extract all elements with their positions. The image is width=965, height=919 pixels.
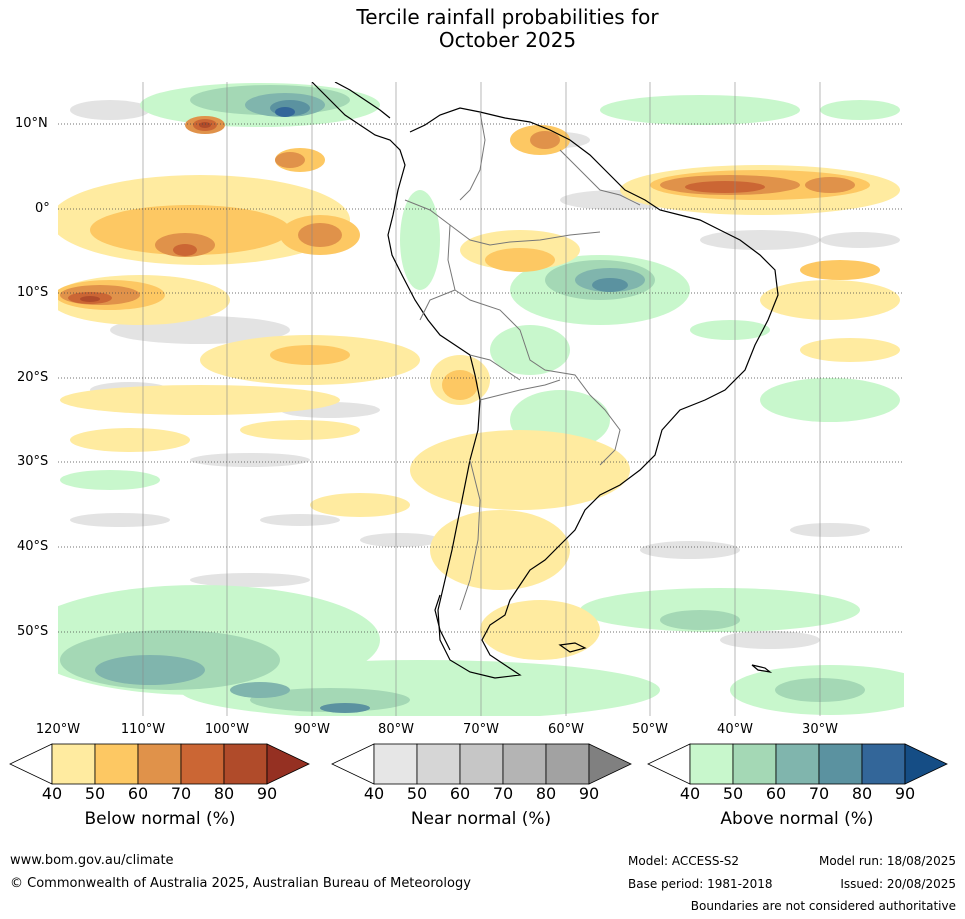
footer-issued: Issued: 20/08/2025	[840, 877, 956, 891]
lon-label-60w: 60°W	[548, 722, 584, 737]
cb-near-tick-90: 90	[578, 784, 600, 803]
footer-model: Model: ACCESS-S2	[628, 854, 740, 868]
colorbar-near-swatch-2	[416, 743, 461, 785]
colorbar-near-normal	[331, 743, 632, 785]
lat-label-30s: 30°S	[17, 454, 49, 469]
cb-above-tick-60: 60	[765, 784, 787, 803]
lon-label-80w: 80°W	[378, 722, 414, 737]
lon-label-30w: 30°W	[802, 722, 838, 737]
colorbar-below-swatch-5	[223, 743, 268, 785]
cb-above-tick-80: 80	[851, 784, 873, 803]
colorbar-above-swatch-3	[775, 743, 820, 785]
lat-label-50s: 50°S	[17, 624, 49, 639]
cb-near-tick-80: 80	[535, 784, 557, 803]
lon-label-90w: 90°W	[294, 722, 330, 737]
cb-below-tick-70: 70	[170, 784, 192, 803]
lon-label-120w: 120°W	[35, 722, 81, 737]
cb-near-tick-50: 50	[406, 784, 428, 803]
colorbar-below-normal	[9, 743, 310, 785]
colorbar-above-swatch-1	[689, 743, 734, 785]
cb-below-tick-50: 50	[84, 784, 106, 803]
colorbar-above-swatch-0	[647, 743, 691, 785]
lon-label-110w: 110°W	[120, 722, 166, 737]
colorbar-near-swatch-5	[545, 743, 590, 785]
lat-label-10n: 10°N	[15, 116, 48, 131]
lat-label-0: 0°	[35, 201, 50, 216]
cb-below-tick-60: 60	[127, 784, 149, 803]
cb-above-tick-40: 40	[679, 784, 701, 803]
colorbar-above-swatch-4	[818, 743, 863, 785]
cb-below-label: Below normal (%)	[84, 809, 236, 829]
colorbar-near-swatch-0	[331, 743, 375, 785]
colorbar-above-normal	[647, 743, 948, 785]
footer-disclaimer: Boundaries are not considered authoritat…	[690, 899, 956, 913]
colorbar-below-swatch-4	[180, 743, 225, 785]
cb-below-tick-90: 90	[256, 784, 278, 803]
cb-above-tick-50: 50	[722, 784, 744, 803]
colorbar-above-swatch-5	[861, 743, 906, 785]
colorbar-below-swatch-6	[266, 743, 310, 785]
cb-near-tick-60: 60	[449, 784, 471, 803]
footer-website: www.bom.gov.au/climate	[10, 853, 174, 868]
lat-label-10s: 10°S	[17, 285, 49, 300]
probability-field	[58, 82, 904, 716]
cb-near-tick-70: 70	[492, 784, 514, 803]
cb-above-tick-90: 90	[894, 784, 916, 803]
colorbar-near-swatch-3	[459, 743, 504, 785]
colorbar-below-swatch-3	[137, 743, 182, 785]
lon-label-40w: 40°W	[717, 722, 753, 737]
colorbar-below-swatch-2	[94, 743, 139, 785]
cb-below-tick-80: 80	[213, 784, 235, 803]
footer-copyright: © Commonwealth of Australia 2025, Austra…	[10, 876, 471, 891]
colorbar-below-swatch-0	[9, 743, 53, 785]
cb-near-label: Near normal (%)	[410, 809, 552, 829]
cb-below-tick-40: 40	[41, 784, 63, 803]
title-line-1: Tercile rainfall probabilities for	[356, 5, 659, 29]
footer-base-period: Base period: 1981-2018	[628, 877, 773, 891]
lon-label-100w: 100°W	[204, 722, 250, 737]
colorbar-near-swatch-4	[502, 743, 547, 785]
lat-label-20s: 20°S	[17, 370, 49, 385]
cb-above-tick-70: 70	[808, 784, 830, 803]
title-line-2: October 2025	[438, 28, 577, 52]
lon-label-70w: 70°W	[463, 722, 499, 737]
footer-model-run: Model run: 18/08/2025	[818, 854, 956, 868]
colorbar-near-swatch-6	[588, 743, 632, 785]
colorbar-below-swatch-1	[51, 743, 96, 785]
country-borders	[404, 111, 641, 611]
lon-label-50w: 50°W	[632, 722, 668, 737]
coastline	[311, 82, 779, 679]
cb-above-label: Above normal (%)	[720, 809, 874, 829]
cb-near-tick-40: 40	[363, 784, 385, 803]
colorbar-near-swatch-1	[373, 743, 418, 785]
lat-label-40s: 40°S	[17, 539, 49, 554]
colorbar-above-swatch-2	[732, 743, 777, 785]
colorbar-above-swatch-6	[904, 743, 948, 785]
